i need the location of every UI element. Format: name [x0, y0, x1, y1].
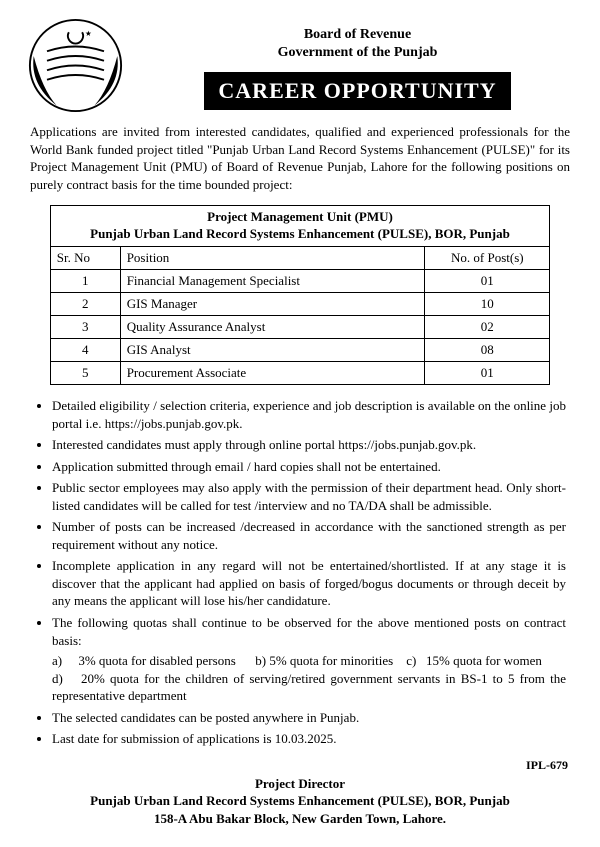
list-item: The selected candidates can be posted an…: [52, 709, 566, 727]
header: ★ Board of Revenue Government of the Pun…: [28, 18, 572, 113]
org-line-1: Board of Revenue: [143, 26, 572, 44]
list-item: Interested candidates must apply through…: [52, 436, 566, 454]
table-row: 5 Procurement Associate 01: [50, 361, 549, 384]
quota-c: c) 15% quota for women: [406, 653, 542, 668]
header-text: Board of Revenue Government of the Punja…: [143, 18, 572, 110]
table-header-row: Sr. No Position No. of Post(s): [50, 246, 549, 269]
quota-b: b) 5% quota for minorities: [255, 653, 393, 668]
table-row: 3 Quality Assurance Analyst 02: [50, 315, 549, 338]
page-title: CAREER OPPORTUNITY: [204, 72, 510, 110]
footer: Project Director Punjab Urban Land Recor…: [28, 775, 572, 828]
list-item: Public sector employees may also apply w…: [52, 479, 566, 514]
footer-line-3: 158-A Abu Bakar Block, New Garden Town, …: [28, 810, 572, 828]
list-item: The following quotas shall continue to b…: [52, 614, 566, 705]
col-pos: Position: [120, 246, 425, 269]
page: ★ Board of Revenue Government of the Pun…: [0, 0, 600, 847]
list-item: Last date for submission of applications…: [52, 730, 566, 748]
bullet-list: Detailed eligibility / selection criteri…: [34, 397, 566, 748]
govt-emblem-icon: ★: [28, 18, 123, 113]
quota-d: d) 20% quota for the children of serving…: [52, 671, 566, 704]
table-title-2: Punjab Urban Land Record Systems Enhance…: [90, 226, 510, 241]
list-item: Number of posts can be increased /decrea…: [52, 518, 566, 553]
list-item: Application submitted through email / ha…: [52, 458, 566, 476]
list-item: Incomplete application in any regard wil…: [52, 557, 566, 610]
svg-text:★: ★: [85, 29, 92, 38]
col-sr: Sr. No: [50, 246, 120, 269]
positions-table: Project Management Unit (PMU) Punjab Urb…: [50, 205, 550, 385]
table-row: 4 GIS Analyst 08: [50, 338, 549, 361]
table-title-1: Project Management Unit (PMU): [207, 209, 393, 224]
ipl-code: IPL-679: [28, 758, 568, 773]
table-row: 2 GIS Manager 10: [50, 292, 549, 315]
table-row: 1 Financial Management Specialist 01: [50, 269, 549, 292]
quota-sublist: a) 3% quota for disabled persons b) 5% q…: [52, 652, 566, 705]
org-line-2: Government of the Punjab: [143, 44, 572, 62]
quota-a: a) 3% quota for disabled persons: [52, 653, 236, 668]
list-item: Detailed eligibility / selection criteri…: [52, 397, 566, 432]
intro-paragraph: Applications are invited from interested…: [30, 123, 570, 193]
footer-line-1: Project Director: [28, 775, 572, 793]
col-posts: No. of Post(s): [425, 246, 550, 269]
footer-line-2: Punjab Urban Land Record Systems Enhance…: [28, 792, 572, 810]
